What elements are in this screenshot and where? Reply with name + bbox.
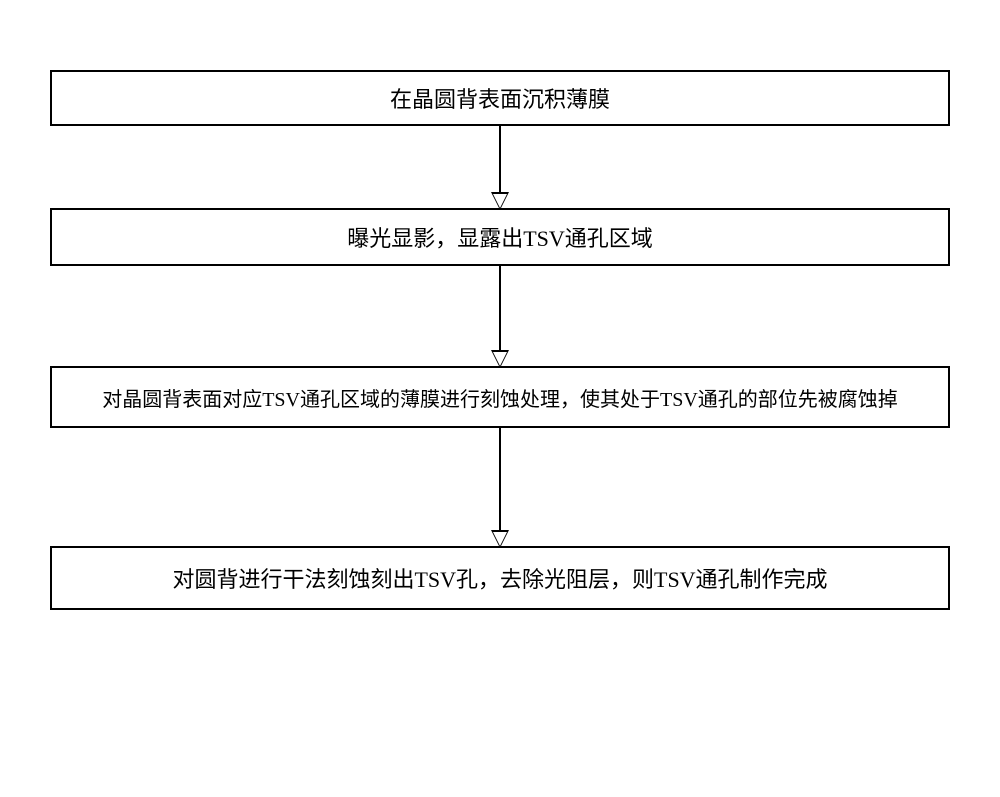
flow-step-4: 对圆背进行干法刻蚀刻出TSV孔，去除光阻层，则TSV通孔制作完成	[50, 546, 950, 610]
flow-step-4-label: 对圆背进行干法刻蚀刻出TSV孔，去除光阻层，则TSV通孔制作完成	[172, 562, 827, 594]
flow-step-2: 曝光显影，显露出TSV通孔区域	[50, 208, 950, 266]
flow-step-3-label: 对晶圆背表面对应TSV通孔区域的薄膜进行刻蚀处理，使其处于TSV通孔的部位先被腐…	[102, 383, 898, 412]
flow-step-1-label: 在晶圆背表面沉积薄膜	[390, 82, 610, 114]
flow-step-1: 在晶圆背表面沉积薄膜	[50, 70, 950, 126]
flow-step-3: 对晶圆背表面对应TSV通孔区域的薄膜进行刻蚀处理，使其处于TSV通孔的部位先被腐…	[50, 366, 950, 428]
flowchart-container: 在晶圆背表面沉积薄膜 曝光显影，显露出TSV通孔区域 对晶圆背表面对应TSV通孔…	[50, 70, 950, 610]
flow-arrow-3	[50, 428, 950, 546]
flow-step-2-label: 曝光显影，显露出TSV通孔区域	[347, 221, 653, 253]
flow-arrow-1	[50, 126, 950, 208]
flow-arrow-2	[50, 266, 950, 366]
